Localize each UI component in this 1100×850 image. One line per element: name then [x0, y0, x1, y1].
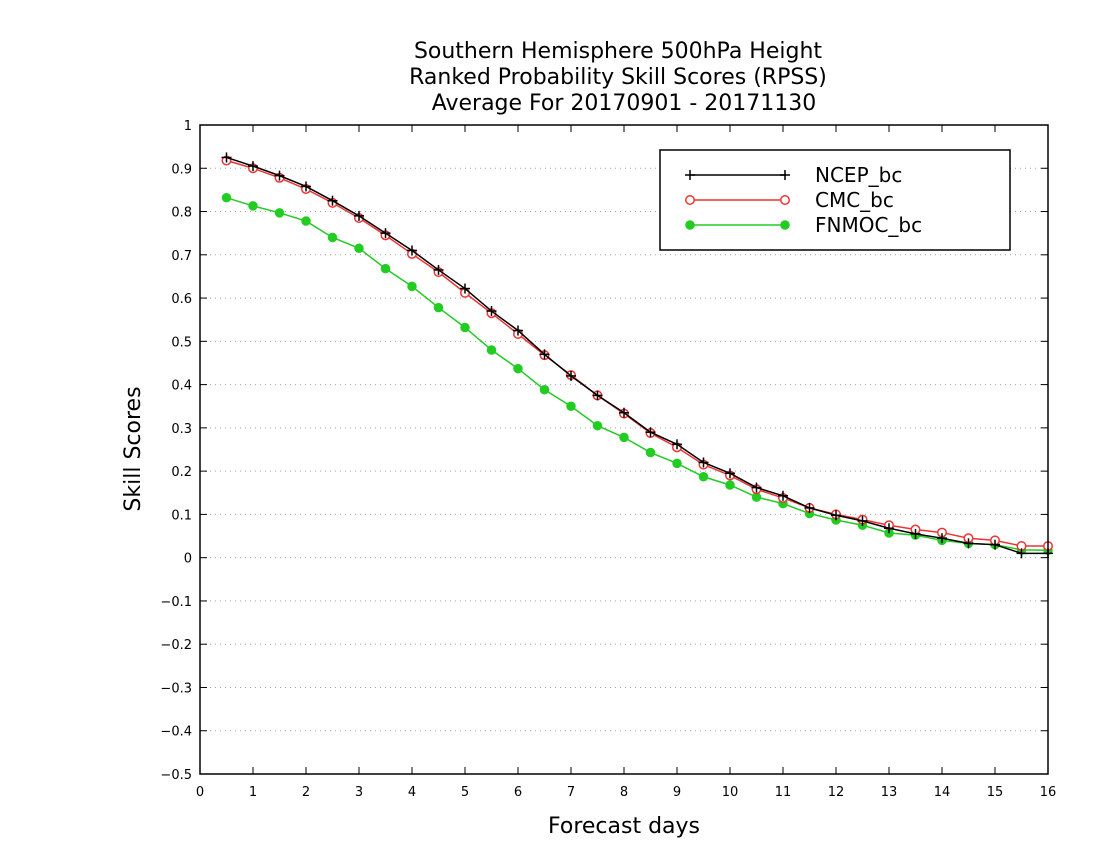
- data-point: [698, 472, 709, 482]
- x-axis-title: Forecast days: [548, 814, 700, 839]
- x-tick-label: 7: [567, 785, 575, 800]
- data-point: [221, 192, 232, 203]
- y-axis-title: Skill Scores: [121, 386, 146, 511]
- y-tick-label: −0.2: [160, 638, 192, 653]
- legend-label: NCEP_bc: [815, 163, 902, 187]
- x-tick-label: 15: [987, 785, 1004, 800]
- data-point: [685, 220, 695, 230]
- chart-title: Southern Hemisphere 500hPa Height Ranked…: [409, 39, 827, 116]
- x-tick-label: 2: [302, 785, 310, 800]
- x-tick-label: 4: [408, 785, 416, 800]
- data-point: [619, 432, 629, 443]
- x-tick-label: 13: [881, 785, 898, 800]
- data-point: [486, 345, 497, 355]
- data-point: [539, 385, 550, 395]
- y-tick-label: 0.4: [171, 379, 192, 394]
- data-point: [407, 281, 417, 292]
- y-tick-label: 0.5: [171, 335, 192, 350]
- data-point: [327, 232, 338, 243]
- y-tick-label: −0.3: [160, 681, 192, 696]
- data-point: [433, 302, 444, 313]
- data-point: [460, 322, 470, 333]
- data-point: [672, 458, 682, 469]
- data-point: [566, 401, 576, 411]
- data-point: [354, 243, 364, 254]
- y-tick-label: 0: [184, 552, 192, 567]
- series-layer: [221, 152, 1053, 559]
- data-point: [685, 195, 695, 205]
- x-tick-label: 1: [249, 785, 257, 800]
- x-tick-label: 8: [620, 785, 628, 800]
- y-tick-label: −0.5: [160, 768, 192, 783]
- data-point: [780, 220, 790, 230]
- y-tick-label: 0.2: [171, 465, 192, 480]
- axes-layer: −0.5 −0.4 −0.3 −0.2 −0.1 0 0.1 0.2 0.3 0.4 0.5 0.6 0…: [160, 119, 1056, 800]
- data-point: [513, 363, 523, 374]
- x-tick-label: 5: [461, 785, 469, 800]
- y-tick-label: 0.9: [171, 162, 192, 177]
- data-point: [780, 195, 790, 205]
- y-tick-label: 0.8: [171, 206, 192, 221]
- data-point: [380, 263, 391, 274]
- series-line: [226, 156, 1048, 555]
- x-tick-label: 16: [1040, 785, 1057, 800]
- data-point: [248, 201, 258, 211]
- y-tick-label: 0.6: [171, 292, 192, 307]
- data-point: [725, 480, 735, 490]
- data-point: [274, 208, 285, 218]
- x-tick-label: 6: [514, 785, 522, 800]
- chart-title-line-2: Ranked Probability Skill Scores (RPSS): [409, 65, 827, 90]
- legend-entry-CMC_bc: CMC_bc: [685, 188, 894, 212]
- y-tick-label: 0.7: [171, 249, 192, 264]
- data-point: [645, 447, 656, 458]
- y-tick-label: −0.1: [160, 595, 192, 610]
- x-tick-label: 11: [775, 785, 792, 800]
- y-tick-label: 0.1: [171, 508, 192, 523]
- x-tick-label: 14: [934, 785, 951, 800]
- legend-entry-FNMOC_bc: FNMOC_bc: [685, 213, 922, 237]
- x-tick-label: 12: [828, 785, 845, 800]
- x-tick-label: 10: [722, 785, 739, 800]
- x-tick-label: 9: [673, 785, 681, 800]
- chart-title-line-3: Average For 20170901 - 20171130: [432, 91, 817, 116]
- y-tick-label: −0.4: [160, 725, 192, 740]
- legend-label: CMC_bc: [815, 188, 894, 212]
- y-tick-label: 0.3: [171, 422, 192, 437]
- x-tick-label: 3: [355, 785, 363, 800]
- chart-title-line-1: Southern Hemisphere 500hPa Height: [414, 39, 822, 64]
- y-tick-label: 1: [184, 119, 192, 134]
- data-point: [592, 420, 603, 431]
- legend-entry-NCEP_bc: NCEP_bc: [685, 163, 902, 187]
- x-tick-label: 0: [196, 785, 204, 800]
- data-point: [301, 216, 311, 226]
- series-NCEP_bc: [221, 152, 1053, 559]
- legend-label: FNMOC_bc: [815, 213, 922, 237]
- grid-layer: [200, 167, 1048, 732]
